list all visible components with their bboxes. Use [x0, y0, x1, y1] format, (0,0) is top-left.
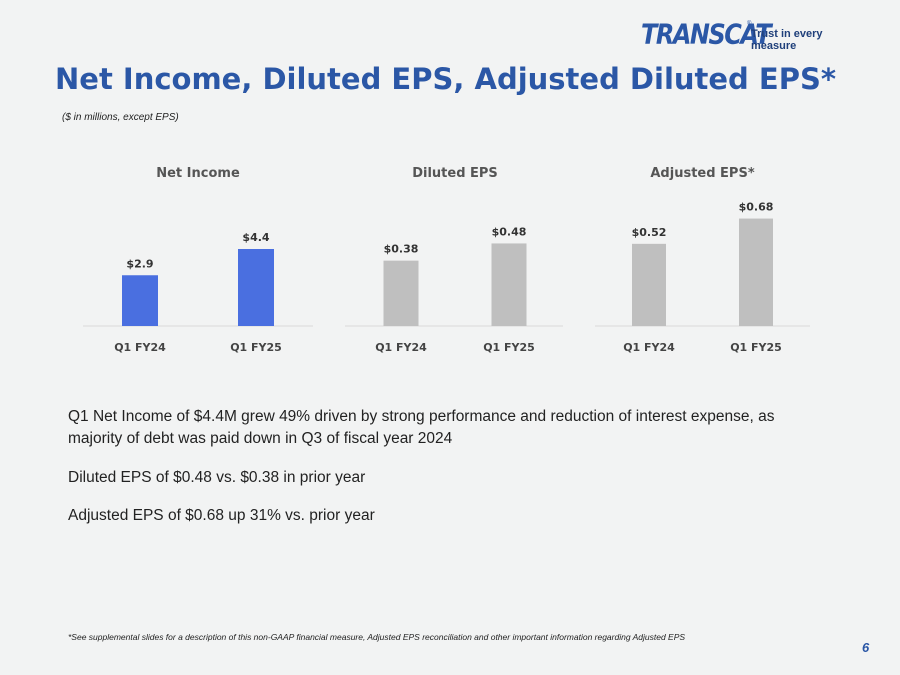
bar-1-1: [491, 243, 527, 326]
bar-0-0: [122, 275, 158, 326]
bar-2-0: [632, 243, 666, 326]
data-label-2-1: $0.68: [739, 201, 774, 214]
transcat-logo: TRANSCAT ® Trust in every measure: [641, 18, 861, 52]
data-label-0-1: $4.4: [242, 231, 269, 244]
charts-area: Net Income $2.9 Q1 FY24 $4.4 Q1 FY25 Diluted …: [83, 166, 810, 354]
logo-wordmark: TRANSCAT: [641, 18, 772, 51]
chart-title-2: Adjusted EPS*: [650, 166, 754, 181]
logo-tagline: Trust in every measure: [751, 28, 823, 52]
chart-title-1: Diluted EPS: [412, 166, 498, 181]
bar-2-1: [739, 218, 773, 326]
footnote: *See supplemental slides for a descripti…: [68, 632, 686, 642]
page-subtitle: ($ in millions, except EPS): [62, 112, 179, 123]
data-label-2-0: $0.52: [632, 226, 667, 239]
bullet-adjusted-eps: Adjusted EPS of $0.68 up 31% vs. prior y…: [68, 507, 375, 524]
logo-registered-mark: ®: [747, 21, 752, 27]
chart-title-0: Net Income: [156, 166, 240, 181]
category-label-2-0: Q1 FY24: [623, 341, 675, 354]
data-label-1-1: $0.48: [492, 225, 527, 238]
bullet-net-income: Q1 Net Income of $4.4M grew 49% driven b…: [68, 408, 775, 447]
category-label-0-1: Q1 FY25: [230, 341, 282, 354]
category-label-1-1: Q1 FY25: [483, 341, 535, 354]
page-title: Net Income, Diluted EPS, Adjusted Dilute…: [55, 62, 837, 96]
data-label-0-0: $2.9: [126, 257, 153, 270]
page-number: 6: [862, 640, 870, 655]
bar-0-1: [238, 249, 274, 326]
category-label-2-1: Q1 FY25: [730, 341, 782, 354]
category-label-0-0: Q1 FY24: [114, 341, 166, 354]
bullet-diluted-eps: Diluted EPS of $0.48 vs. $0.38 in prior …: [68, 469, 366, 486]
category-label-1-0: Q1 FY24: [375, 341, 427, 354]
data-label-1-0: $0.38: [384, 243, 419, 256]
bar-1-0: [383, 260, 419, 326]
